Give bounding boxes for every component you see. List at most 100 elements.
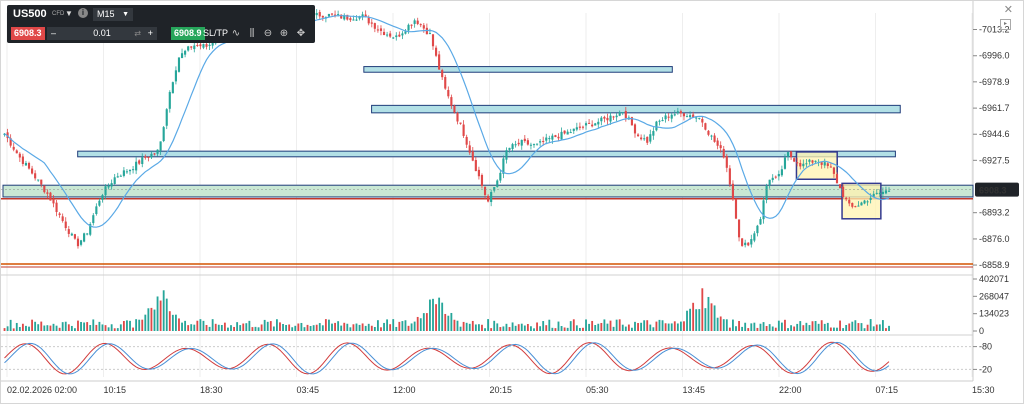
volume-bar [738, 320, 740, 331]
supply-demand-zone[interactable] [363, 66, 673, 73]
volume-bar [627, 324, 630, 331]
candle-body [633, 124, 637, 134]
crosshair-icon[interactable]: ✥ [296, 28, 306, 39]
close-icon[interactable]: ✕ [1003, 4, 1013, 16]
y-tick-label: -6927.5 [979, 155, 1010, 165]
candle-body [119, 175, 122, 177]
volume-bar [370, 325, 373, 331]
volume-bar [670, 323, 673, 331]
volume-bar [435, 304, 437, 331]
volume-bar [453, 319, 456, 331]
timeframe-select[interactable]: M15 ▼ [93, 8, 133, 21]
candle-body [756, 225, 759, 234]
volume-bar [285, 324, 288, 331]
volume-bar [101, 324, 104, 331]
candle-body [679, 111, 682, 114]
candle-body [373, 23, 376, 29]
candle-body [37, 179, 40, 181]
candle-body [150, 153, 153, 158]
candle-body [545, 137, 548, 141]
volume-bar [787, 328, 789, 331]
volume-bar [511, 322, 514, 331]
volume-bar [661, 320, 664, 331]
candle-body [863, 200, 866, 204]
candle-body [31, 168, 34, 174]
zoom-out-icon[interactable]: ⊖ [263, 28, 273, 39]
candle-body [698, 117, 701, 119]
volume-bar [591, 320, 594, 331]
candle-body [790, 151, 793, 157]
candles-icon[interactable]: ⫼ [249, 28, 255, 39]
x-tick-label: 12:00 [393, 385, 416, 395]
x-tick-label: 13:45 [683, 385, 706, 395]
volume-bar [539, 326, 542, 331]
candle-body [695, 117, 698, 119]
volume-bar [471, 320, 474, 331]
volume-bar [465, 322, 468, 331]
candle-body [422, 25, 425, 29]
volume-bar [710, 303, 713, 331]
candle-body [376, 29, 379, 31]
volume-bar [144, 314, 147, 331]
volume-bar [885, 328, 887, 331]
volume-bar [771, 326, 774, 331]
candle-body [670, 114, 673, 119]
volume-bar [686, 310, 688, 331]
sell-price-button[interactable]: 6908.3 [11, 27, 45, 40]
volume-bar [312, 325, 315, 331]
volume-bar [496, 323, 499, 331]
candle-body [869, 197, 872, 200]
candle-body [337, 14, 340, 16]
volume-bar [637, 323, 639, 331]
sltp-button[interactable]: SL/TP [203, 28, 229, 38]
highlight-box[interactable] [841, 182, 882, 220]
candle-body [606, 117, 609, 121]
volume-bar [196, 320, 199, 331]
volume-bar [765, 325, 768, 331]
candle-body [431, 34, 435, 47]
volume-bar [704, 308, 707, 331]
candle-body [511, 144, 514, 150]
volume-bar [122, 321, 125, 331]
volume-bar [147, 308, 150, 331]
volume-bar [156, 296, 159, 331]
volume-bar [95, 324, 98, 331]
volume-bar [257, 327, 260, 331]
volume-bar [655, 321, 658, 331]
volume-bar [878, 324, 881, 331]
candle-body [676, 111, 679, 113]
symbol-label[interactable]: US500 [13, 8, 47, 20]
info-icon[interactable]: i [78, 8, 88, 18]
symbol-dropdown-icon[interactable]: ▼ [65, 9, 73, 18]
current-price-label: 6908.3 [979, 186, 1007, 196]
volume-bar [74, 328, 76, 331]
supply-demand-zone[interactable] [371, 104, 901, 114]
volume-bar [367, 323, 370, 331]
volume-bar [46, 325, 49, 331]
buy-price-button[interactable]: 6908.9 [171, 27, 205, 40]
volume-bar [392, 319, 395, 331]
candle-body [851, 202, 854, 207]
volume-bar [80, 321, 82, 331]
zoom-in-icon[interactable]: ⊕ [279, 28, 289, 39]
quantity-value[interactable]: 0.01 [93, 28, 111, 38]
scroll-to-end-icon[interactable]: ▸ [1000, 19, 1011, 30]
line-chart-icon[interactable]: ∿ [231, 28, 241, 39]
candle-body [24, 162, 28, 166]
quantity-minus-button[interactable]: – [51, 28, 57, 38]
quantity-plus-button[interactable]: + [147, 28, 153, 38]
candle-body [98, 200, 101, 206]
volume-bar [9, 319, 12, 331]
volume-bar [165, 298, 168, 331]
candle-body [569, 132, 572, 134]
candle-body [27, 162, 31, 169]
candle-body [701, 118, 704, 123]
supply-demand-zone[interactable] [77, 150, 896, 158]
volume-bar [18, 327, 21, 331]
candle-body [554, 135, 557, 138]
candle-body [487, 195, 490, 202]
quantity-field[interactable]: – 0.01 ⇄ + [47, 27, 157, 40]
volume-bar [129, 320, 131, 331]
candle-body [768, 179, 771, 186]
